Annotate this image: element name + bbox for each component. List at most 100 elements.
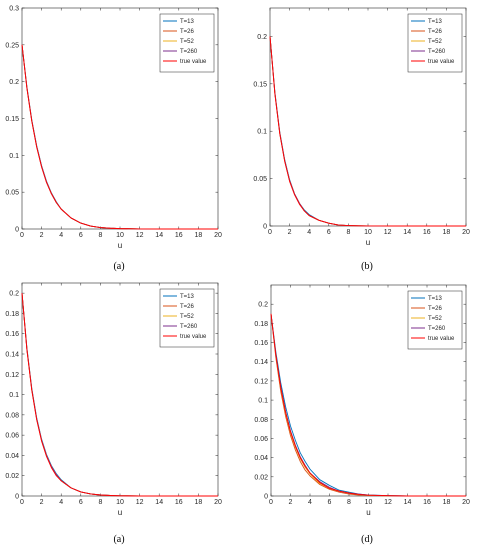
x-tick-label: 8 — [346, 229, 350, 236]
y-tick-label: 0.05 — [5, 190, 19, 197]
y-tick-label: 0.2 — [257, 34, 267, 41]
y-tick-label: 0.06 — [254, 436, 268, 443]
legend-box — [159, 13, 215, 73]
series-line-true-value — [270, 313, 466, 497]
legend-label: T=260 — [180, 324, 198, 330]
x-tick-label: 8 — [98, 499, 102, 506]
x-tick-label: 16 — [423, 229, 431, 236]
y-tick-label: 0.15 — [5, 116, 19, 123]
x-tick-label: 18 — [195, 499, 203, 506]
y-tick-label: 0 — [264, 494, 268, 501]
legend-label: true value — [180, 59, 207, 65]
x-tick-label: 20 — [214, 499, 222, 506]
legend-box — [159, 288, 215, 348]
x-tick-label: 12 — [384, 229, 392, 236]
y-tick-label: 0.1 — [258, 398, 268, 405]
legend-label: T=26 — [180, 29, 195, 35]
y-tick-label: 0.02 — [254, 474, 268, 481]
x-tick-label: 0 — [20, 499, 24, 506]
x-tick-label: 6 — [328, 499, 332, 506]
x-tick-label: 14 — [155, 499, 163, 506]
x-tick-label: 0 — [268, 229, 272, 236]
x-tick-label: 2 — [288, 229, 292, 236]
x-tick-label: 8 — [347, 499, 351, 506]
y-tick-label: 0.08 — [254, 417, 268, 424]
y-tick-label: 0.14 — [254, 359, 268, 366]
y-tick-label: 0.2 — [9, 291, 19, 298]
y-tick-label: 0.18 — [5, 311, 19, 318]
x-tick-label: 18 — [443, 229, 451, 236]
legend-label: true value — [428, 336, 455, 342]
x-tick-label: 14 — [155, 232, 163, 239]
series-line-true-value — [21, 293, 218, 497]
x-tick-label: 2 — [40, 499, 44, 506]
series-line-true-value — [21, 44, 218, 230]
caption-panel-1: (a) — [113, 261, 125, 272]
x-tick-label: 2 — [40, 232, 44, 239]
legend-label: T=13 — [180, 19, 195, 25]
y-tick-label: 0.12 — [5, 372, 19, 379]
x-tick-label: 20 — [462, 229, 470, 236]
x-tick-label: 16 — [175, 232, 183, 239]
y-tick-label: 0.04 — [5, 453, 19, 460]
legend-label: true value — [428, 59, 455, 65]
y-tick-label: 0.1 — [9, 392, 19, 399]
chart-panel-2: 0 2 4 6 8 10 12 14 16 18 20 0 0.05 0.1 0.15 0.2 u T=13 T=2… — [253, 7, 470, 247]
y-tick-label: 0.12 — [254, 378, 268, 385]
caption-panel-3: (a) — [113, 534, 125, 545]
legend-label: T=13 — [428, 296, 443, 302]
x-tick-label: 6 — [79, 499, 83, 506]
y-tick-label: 0.06 — [5, 433, 19, 440]
x-tick-label: 10 — [365, 499, 373, 506]
y-tick-label: 0 — [15, 494, 19, 501]
x-tick-label: 12 — [136, 499, 144, 506]
y-tick-label: 0.16 — [254, 340, 268, 347]
y-tick-label: 0 — [263, 224, 267, 231]
y-tick-label: 0.16 — [5, 331, 19, 338]
x-tick-label: 6 — [327, 229, 331, 236]
y-tick-label: 0.2 — [258, 302, 268, 309]
x-tick-label: 12 — [384, 499, 392, 506]
y-tick-label: 0.04 — [254, 455, 268, 462]
legend-label: T=13 — [180, 294, 195, 300]
x-tick-label: 4 — [59, 232, 63, 239]
chart-panel-3: 0 2 4 6 8 10 12 14 16 18 20 0 0.02 0.04 0.06 0.08 0.1 0.1… — [5, 282, 222, 517]
series-line-true-value — [269, 36, 466, 227]
x-tick-label: 16 — [423, 499, 431, 506]
y-tick-label: 0.14 — [5, 352, 19, 359]
x-tick-label: 10 — [116, 499, 124, 506]
x-tick-label: 18 — [195, 232, 203, 239]
x-tick-label: 18 — [443, 499, 451, 506]
x-axis-label: u — [118, 508, 122, 517]
legend-label: T=52 — [428, 316, 443, 322]
x-tick-label: 20 — [214, 232, 222, 239]
legend-label: T=260 — [180, 49, 198, 55]
y-tick-label: 0.1 — [9, 153, 19, 160]
legend-label: T=52 — [428, 39, 443, 45]
y-tick-label: 0.18 — [254, 321, 268, 328]
y-tick-label: 0.08 — [5, 412, 19, 419]
y-tick-label: 0.15 — [253, 81, 267, 88]
x-tick-label: 10 — [364, 229, 372, 236]
legend-label: T=26 — [180, 304, 195, 310]
y-tick-label: 0.02 — [5, 473, 19, 480]
chart-panel-4: 0 2 4 6 8 10 12 14 16 18 20 0 0.02 0.04 0.06 0.08 0.1 0.1… — [254, 284, 470, 517]
x-axis-label: u — [366, 238, 370, 247]
caption-panel-4: (d) — [361, 534, 373, 545]
legend-label: true value — [180, 334, 207, 340]
x-tick-label: 2 — [289, 499, 293, 506]
y-tick-label: 0.1 — [257, 129, 267, 136]
y-tick-label: 0.25 — [5, 42, 19, 49]
y-tick-label: 0 — [15, 227, 19, 234]
x-tick-label: 4 — [308, 499, 312, 506]
caption-panel-2: (b) — [361, 261, 373, 272]
legend-label: T=260 — [428, 326, 446, 332]
y-tick-label: 0.3 — [9, 6, 19, 13]
y-tick-label: 0.2 — [9, 79, 19, 86]
legend-label: T=52 — [180, 314, 195, 320]
chart-panel-1: 0 2 4 6 8 10 12 14 16 18 20 0 0.05 0.1 0.15 0.2 0.25 0.3 u… — [5, 6, 222, 251]
x-tick-label: 4 — [307, 229, 311, 236]
x-tick-label: 4 — [59, 499, 63, 506]
x-tick-label: 20 — [462, 499, 470, 506]
x-tick-label: 12 — [136, 232, 144, 239]
